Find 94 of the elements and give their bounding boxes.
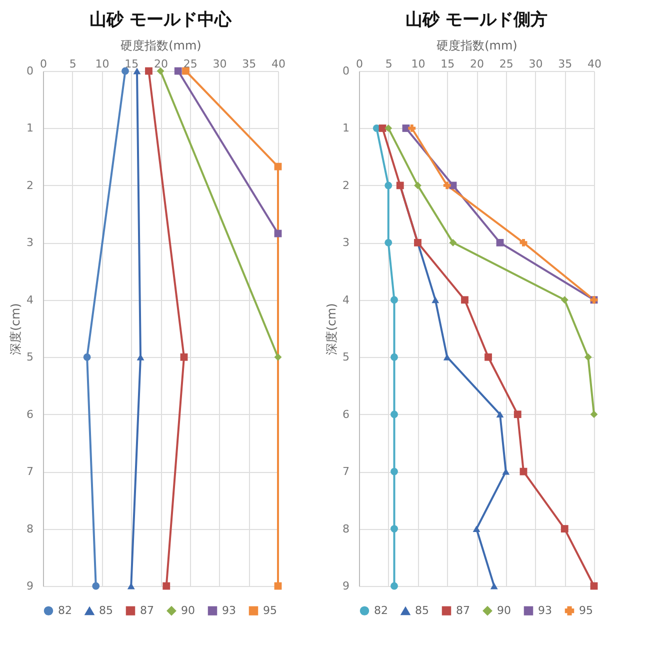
chart-title: 山砂 モールド中心 [90, 10, 232, 30]
y-axis-title: 深度(cm) [8, 303, 22, 355]
point [384, 124, 392, 132]
y-tick-label: 2 [26, 178, 34, 192]
point [390, 410, 398, 418]
y-tick-label: 1 [342, 122, 350, 135]
y-tick-label: 2 [342, 178, 350, 192]
y-tick-label: 9 [342, 580, 350, 592]
point [390, 296, 398, 304]
point [83, 353, 91, 361]
point [122, 67, 129, 75]
legend-label: 85 [99, 604, 113, 618]
y-tick-label: 1 [26, 122, 34, 135]
x-tick-label: 10 [95, 58, 110, 70]
point [514, 410, 522, 418]
point [180, 353, 188, 361]
x-tick-label: 0 [40, 58, 47, 70]
point [449, 238, 457, 246]
legend-label: 82 [374, 604, 388, 617]
y-tick-label: 9 [26, 580, 34, 592]
legend-label: 93 [538, 604, 552, 617]
x-axis-title: 硬度指数(mm) [120, 38, 202, 52]
point [520, 468, 528, 476]
point [384, 182, 392, 190]
legend-label: 95 [263, 604, 277, 617]
y-axis-title: 深度(cm) [324, 303, 338, 355]
x-tick-label: 30 [528, 58, 543, 70]
point [443, 354, 451, 360]
point [461, 296, 468, 304]
x-tick-label: 40 [272, 58, 286, 70]
x-axis-title: 硬度指数(mm) [436, 38, 518, 52]
point [274, 162, 282, 170]
point [443, 182, 451, 190]
x-tick-label: 35 [558, 58, 572, 70]
y-tick-label: 4 [26, 293, 34, 306]
point [560, 525, 568, 532]
point [520, 238, 528, 246]
x-tick-label: 0 [356, 58, 363, 70]
point [484, 353, 492, 361]
x-tick-label: 5 [385, 58, 392, 70]
legend-label: 95 [579, 604, 593, 617]
point [432, 296, 440, 304]
legend-label: 82 [58, 604, 72, 617]
legend-label: 87 [456, 604, 470, 617]
legend-label: 93 [222, 604, 236, 617]
legend-label: 90 [497, 604, 511, 617]
y-tick-label: 3 [26, 236, 34, 250]
point [378, 124, 386, 132]
y-tick-label: 8 [342, 522, 350, 536]
y-tick-label: 4 [342, 293, 350, 306]
x-tick-label: 35 [242, 58, 256, 70]
legend-label: 85 [415, 604, 429, 618]
y-tick-label: 3 [342, 236, 350, 250]
x-tick-label: 15 [440, 58, 455, 70]
x-tick-label: 25 [499, 58, 514, 70]
point [390, 353, 398, 361]
point [496, 411, 504, 418]
x-tick-label: 5 [69, 58, 76, 70]
y-tick-label: 8 [26, 522, 34, 536]
point [490, 582, 498, 590]
point [390, 525, 398, 532]
point [408, 124, 416, 132]
point [182, 67, 190, 75]
x-tick-label: 40 [588, 58, 602, 70]
x-tick-label: 10 [411, 58, 426, 70]
point [390, 582, 398, 590]
y-tick-label: 6 [26, 408, 34, 421]
y-tick-label: 5 [342, 350, 350, 364]
point [274, 353, 282, 361]
legend-label: 90 [181, 604, 195, 617]
y-tick-label: 5 [26, 350, 34, 364]
point [560, 296, 568, 304]
x-tick-label: 15 [124, 58, 139, 70]
point [390, 468, 398, 476]
legend-label: 87 [140, 604, 154, 617]
point [145, 67, 152, 75]
point [414, 182, 422, 190]
point [133, 68, 141, 74]
point [92, 582, 100, 590]
point [496, 238, 504, 246]
point [590, 410, 598, 418]
x-tick-label: 25 [183, 58, 198, 70]
x-tick-label: 20 [154, 58, 168, 70]
point [384, 238, 392, 246]
point [584, 353, 592, 361]
point [174, 67, 182, 75]
point [472, 526, 480, 532]
y-tick-label: 7 [26, 465, 34, 478]
chart-title: 山砂 モールド側方 [406, 10, 548, 30]
x-tick-label: 30 [212, 58, 227, 70]
y-tick-label: 7 [342, 465, 350, 478]
x-tick-label: 20 [470, 58, 484, 70]
y-tick-label: 6 [342, 408, 350, 421]
point [162, 582, 170, 590]
